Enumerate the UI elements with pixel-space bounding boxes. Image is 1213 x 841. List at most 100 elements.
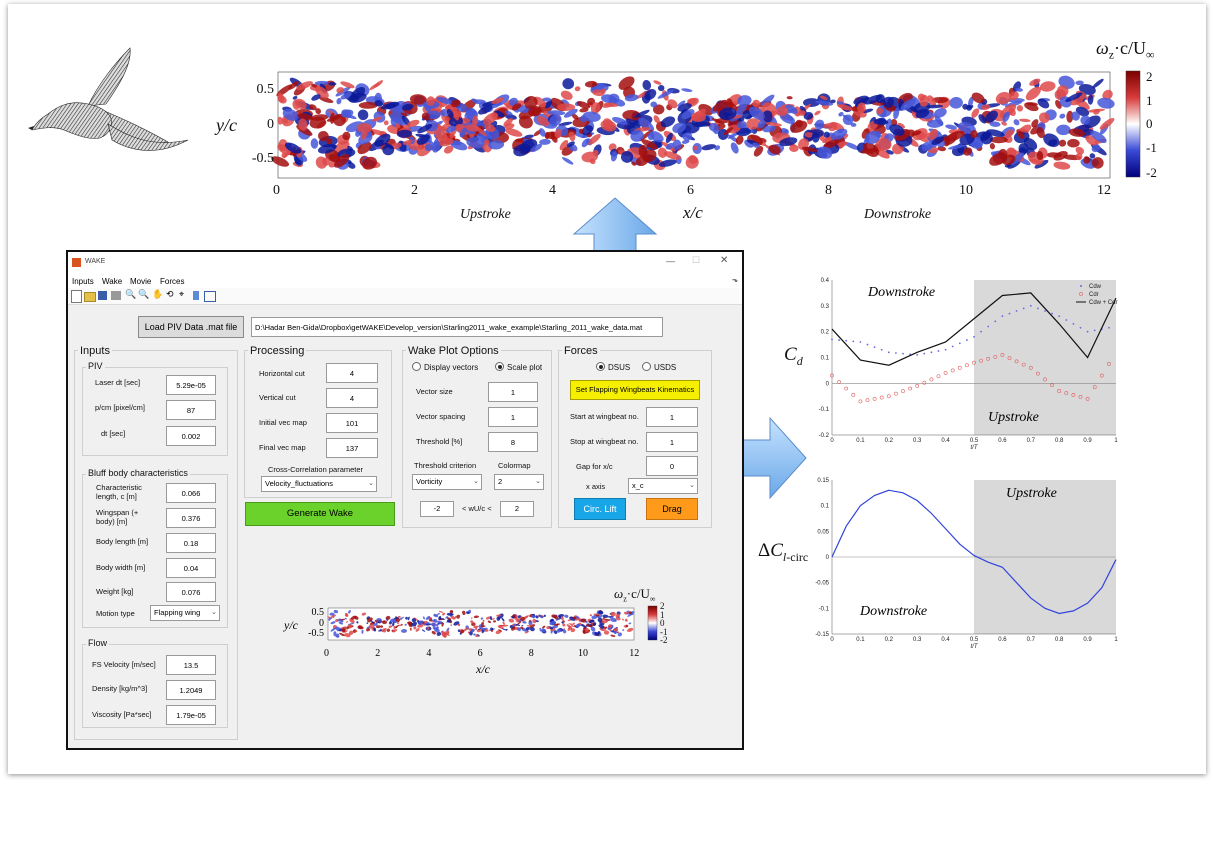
top-xtick: 6 — [687, 183, 694, 198]
menu-inputs[interactable]: Inputs — [72, 277, 94, 286]
shaded-upstroke-region — [974, 280, 1116, 435]
body-length-input[interactable]: 0.18 — [166, 533, 216, 553]
fs-velocity-input[interactable]: 13.5 — [166, 655, 216, 675]
weight-input[interactable]: 0.076 — [166, 582, 216, 602]
circ-lift-button[interactable]: Circ. Lift — [574, 498, 626, 520]
range-max-input[interactable]: 2 — [500, 501, 534, 517]
motion-type-dropdown[interactable]: Flapping wing ⌄ — [150, 605, 220, 621]
load-piv-button[interactable]: Load PIV Data .mat file — [138, 316, 244, 338]
display-vectors-radio[interactable]: Display vectors — [412, 362, 478, 372]
vortex-blob — [931, 96, 949, 104]
vortex-blob — [482, 619, 485, 623]
start-wingbeat-input[interactable]: 1 — [646, 407, 698, 427]
series-point — [1065, 319, 1068, 321]
zoom-out-icon[interactable]: 🔍 — [138, 289, 150, 299]
gap-xc-input[interactable]: 0 — [646, 456, 698, 476]
menu-forces[interactable]: Forces — [160, 277, 185, 286]
vector-size-input[interactable]: 1 — [488, 382, 538, 402]
vortex-blob — [409, 627, 412, 631]
series-point — [902, 352, 904, 355]
dsus-radio[interactable]: DSUS — [596, 362, 630, 372]
series-point — [1078, 394, 1083, 399]
vortex-blob — [752, 142, 760, 148]
x-tick-label: 0.2 — [885, 438, 894, 444]
range-text: < wU/c < — [462, 504, 492, 513]
menu-movie[interactable]: Movie — [130, 277, 152, 286]
menu-wake[interactable]: Wake — [102, 277, 123, 286]
char-length-input[interactable]: 0.066 — [166, 483, 216, 503]
vortex-blob — [398, 616, 405, 620]
set-kinematics-button[interactable]: Set Flapping Wingbeats Kinematics — [570, 380, 700, 400]
threshold-criterion-value: Vorticity — [416, 477, 443, 486]
vortex-blob — [946, 130, 965, 142]
vortex-blob — [657, 89, 674, 99]
minimize-button[interactable]: — — [666, 256, 675, 266]
stop-wingbeat-label: Stop at wingbeat no. — [570, 437, 639, 446]
cc-parameter-dropdown[interactable]: Velocity_fluctuations ⌄ — [261, 476, 377, 492]
vortex-blob — [340, 626, 347, 630]
open-folder-icon[interactable] — [84, 292, 96, 302]
vortex-blob — [450, 615, 456, 620]
vortex-blob — [971, 92, 985, 104]
vortex-blob — [1009, 91, 1019, 101]
colormap-dropdown[interactable]: 2 ⌄ — [494, 474, 544, 490]
vortex-blob — [294, 98, 307, 110]
vortex-blob — [644, 88, 657, 101]
drag-button[interactable]: Drag — [646, 498, 698, 520]
vortex-blob — [446, 612, 454, 616]
pcm-label: p/cm [pixel/cm] — [95, 403, 146, 412]
generate-wake-button[interactable]: Generate Wake — [245, 502, 395, 526]
wingspan-input[interactable]: 0.376 — [166, 508, 216, 528]
x-axis-dropdown[interactable]: x_c ⌄ — [628, 478, 698, 494]
maximize-button[interactable]: ☐ — [692, 255, 701, 265]
vortex-blob — [426, 626, 430, 631]
range-min-input[interactable]: -2 — [420, 501, 454, 517]
colorbar-icon[interactable] — [193, 291, 199, 300]
top-ylabel: y/c — [216, 115, 237, 135]
flow-panel — [82, 644, 228, 728]
dt-label: dt [sec] — [101, 429, 126, 438]
mini-xtick: 12 — [629, 648, 640, 659]
rotate-icon[interactable]: ⟲ — [166, 289, 174, 299]
pan-icon[interactable]: ✋ — [152, 289, 164, 299]
horizontal-cut-input[interactable]: 4 — [326, 363, 378, 383]
close-button[interactable]: ✕ — [720, 255, 729, 266]
stop-wingbeat-input[interactable]: 1 — [646, 432, 698, 452]
vortex-blob — [1087, 94, 1094, 105]
vortex-blob — [282, 108, 299, 121]
vector-spacing-input[interactable]: 1 — [488, 407, 538, 427]
threshold-criterion-dropdown[interactable]: Vorticity ⌄ — [412, 474, 482, 490]
laser-dt-input[interactable]: 5.29e-05 — [166, 375, 216, 395]
body-width-input[interactable]: 0.04 — [166, 558, 216, 578]
scale-plot-radio[interactable]: Scale plot — [495, 362, 542, 372]
dt-input[interactable]: 0.002 — [166, 426, 216, 446]
vortex-blob — [529, 627, 535, 632]
vertical-cut-input[interactable]: 4 — [326, 388, 378, 408]
initial-vec-map-input[interactable]: 101 — [326, 413, 378, 433]
density-input[interactable]: 1.2049 — [166, 680, 216, 700]
vortex-blob — [542, 97, 552, 102]
zoom-in-icon[interactable]: 🔍 — [125, 289, 137, 299]
data-cursor-icon[interactable]: ⌖ — [179, 289, 185, 299]
legend-icon[interactable] — [204, 291, 216, 302]
viscosity-input[interactable]: 1.79e-05 — [166, 705, 216, 725]
fs-velocity-label: FS Velocity [m/sec] — [92, 660, 156, 669]
usds-radio[interactable]: USDS — [642, 362, 676, 372]
vortex-blob — [928, 128, 938, 141]
vortex-blob — [328, 617, 332, 621]
wake-plot-options-title: Wake Plot Options — [406, 345, 501, 357]
vortex-blob — [539, 138, 551, 145]
vortex-blob — [804, 132, 814, 138]
series-point — [979, 358, 984, 363]
pcm-input[interactable]: 87 — [166, 400, 216, 420]
new-file-icon[interactable] — [71, 290, 82, 303]
window-title: WAKE — [85, 258, 106, 265]
save-icon[interactable] — [98, 291, 107, 300]
final-vec-map-input[interactable]: 137 — [326, 438, 378, 458]
top-ytick-1: 0.5 — [256, 82, 275, 97]
file-path-field[interactable]: D:\Hadar Ben-Gida\Dropbox\getWAKE\Develo… — [251, 317, 663, 337]
x-axis-label: x axis — [586, 482, 606, 491]
print-icon[interactable] — [111, 291, 121, 300]
vortex-blob — [681, 88, 693, 92]
threshold-input[interactable]: 8 — [488, 432, 538, 452]
